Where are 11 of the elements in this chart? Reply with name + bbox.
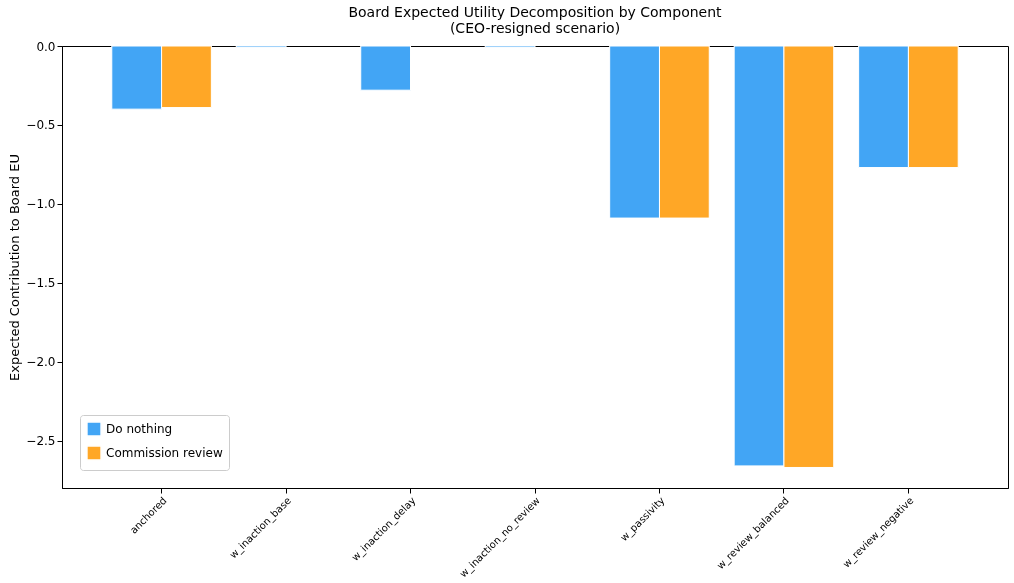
chart-subtitle: (CEO-resigned scenario) [449, 20, 621, 36]
y-tick-label: −1.5 [26, 276, 56, 291]
y-tick-label: −2.5 [26, 434, 56, 449]
y-tick-label: −1.0 [26, 197, 56, 212]
legend-label: Commission review [106, 446, 223, 460]
legend-label: Do nothing [106, 422, 173, 436]
chart-title: Board Expected Utility Decomposition by Component [348, 4, 723, 20]
y-tick-label: −2.0 [26, 355, 56, 370]
y-tick-label: 0.0 [36, 39, 56, 54]
y-tick-label: −0.5 [26, 118, 56, 133]
y-axis-title: Expected Contribution to Board EU [7, 154, 23, 381]
